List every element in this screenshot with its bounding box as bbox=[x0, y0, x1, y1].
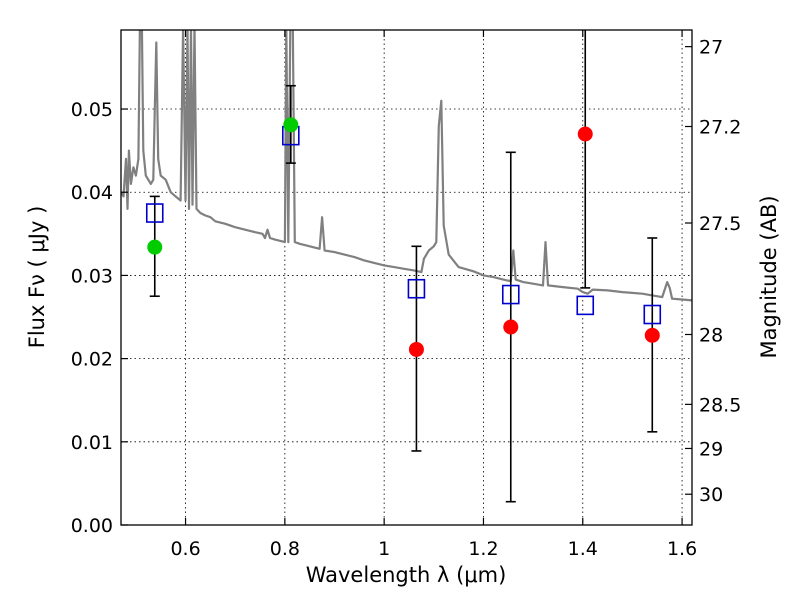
y-tick-label: 0.01 bbox=[71, 432, 113, 454]
y2-axis-title: Magnitude (AB) bbox=[757, 195, 781, 358]
upper-limit-marker bbox=[408, 341, 424, 357]
y2-tick-label: 27 bbox=[699, 37, 723, 59]
x-axis-title: Wavelength λ (μm) bbox=[306, 563, 507, 587]
detection-marker bbox=[147, 239, 163, 255]
y2-tick-label: 28 bbox=[699, 324, 723, 346]
y2-tick-label: 27.5 bbox=[699, 213, 741, 235]
upper-limit-marker bbox=[577, 126, 593, 142]
model-square-marker bbox=[501, 284, 520, 305]
tick-marks bbox=[121, 30, 692, 526]
upper-limit-marker bbox=[644, 327, 660, 343]
y-tick-label: 0.05 bbox=[71, 99, 113, 121]
grid-lines bbox=[121, 30, 692, 526]
spectrum-line bbox=[121, 30, 692, 302]
y-tick-label: 0.04 bbox=[71, 182, 113, 204]
upper-limit-marker bbox=[503, 319, 519, 335]
x-tick-label: 0.8 bbox=[270, 538, 300, 560]
x-tick-label: 1.2 bbox=[468, 538, 498, 560]
x-tick-label: 1.4 bbox=[568, 538, 598, 560]
y-tick-label: 0.00 bbox=[71, 515, 113, 537]
tick-labels: 0.6 0.8 1 1.2 1.4 1.6 0.00 0.01 0.02 0.03 0.04 0.05… bbox=[71, 37, 742, 560]
y2-tick-label: 28.5 bbox=[699, 394, 741, 416]
y-tick-label: 0.02 bbox=[71, 349, 113, 371]
plot-frame bbox=[120, 29, 693, 526]
model-square-marker bbox=[576, 295, 595, 316]
error-bar-group bbox=[149, 30, 658, 503]
y-tick-label: 0.03 bbox=[71, 265, 113, 287]
marker-group bbox=[145, 117, 662, 357]
y2-tick-label: 30 bbox=[699, 484, 723, 506]
x-tick-label: 1 bbox=[378, 538, 390, 560]
x-tick-label: 1.6 bbox=[667, 538, 697, 560]
y2-tick-label: 29 bbox=[699, 438, 723, 460]
y2-tick-label: 27.2 bbox=[699, 117, 741, 139]
model-square-marker bbox=[407, 278, 426, 299]
model-square-marker bbox=[643, 304, 662, 325]
model-square-marker bbox=[145, 203, 164, 223]
x-tick-label: 0.6 bbox=[170, 538, 200, 560]
spectrum-group bbox=[121, 30, 692, 302]
detection-marker bbox=[283, 117, 299, 133]
y-axis-title: Flux Fν ( μJy ) bbox=[25, 206, 49, 349]
